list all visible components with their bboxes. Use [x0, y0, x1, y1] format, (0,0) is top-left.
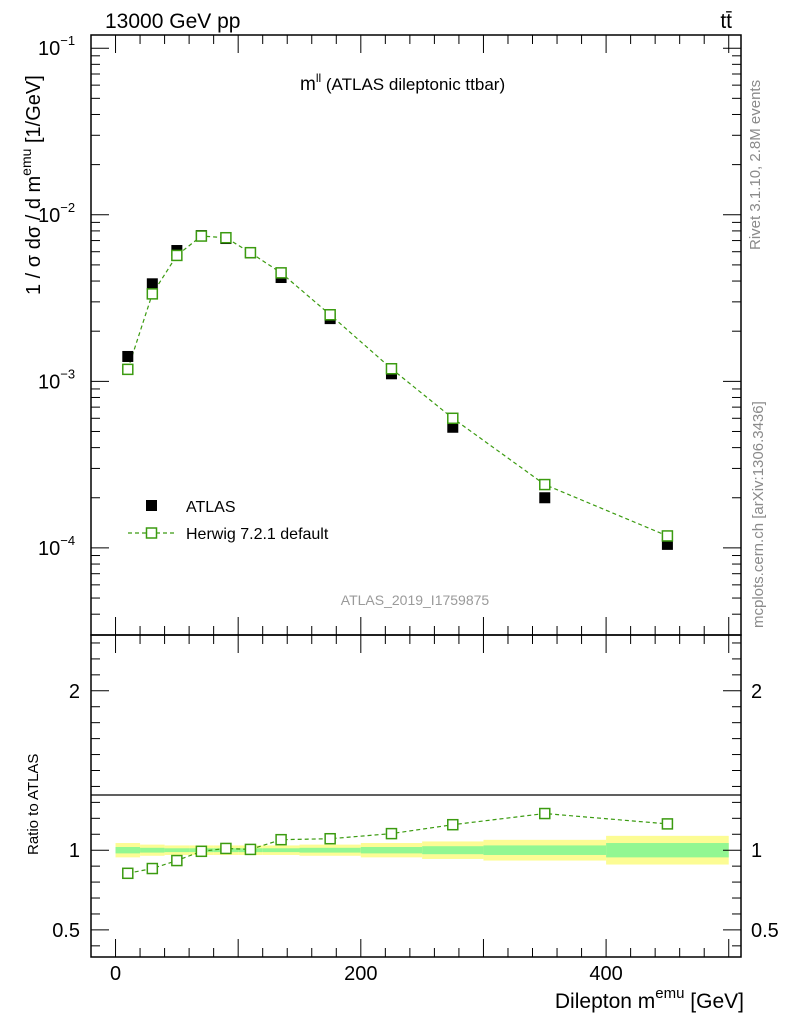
- stat-uncertainty-band: [115, 847, 141, 854]
- main-data: [122, 230, 674, 550]
- stat-uncertainty-band: [483, 845, 607, 855]
- energy-label: 13000 GeV pp: [105, 10, 240, 33]
- ratio-y-tick-label-right: 0.5: [751, 920, 779, 942]
- stat-uncertainty-band: [262, 848, 300, 853]
- main-ticks: 10−1 10−2 10−3 10−4: [38, 33, 741, 636]
- herwig-point: [447, 412, 459, 425]
- stat-uncertainty-band: [360, 847, 423, 854]
- ratio-y-tick-label-right: 1: [751, 840, 762, 862]
- ratio-point: [122, 867, 134, 880]
- atlas-point: [539, 492, 551, 504]
- ratio-y-axis-label: Ratio to ATLAS: [25, 754, 42, 855]
- ratio-frame: [90, 634, 742, 958]
- ratio-ticks: 2 2 1 1 0.5 0.5 0 200 400: [52, 635, 779, 985]
- main-title: mll (ATLAS dileptonic ttbar): [300, 71, 505, 95]
- x-axis-label-pre: Dilepton m: [555, 990, 655, 1013]
- ratio-point: [385, 827, 398, 840]
- x-axis-label-sup: emu: [655, 985, 684, 1002]
- ratio-y-tick-label: 1: [69, 840, 80, 862]
- herwig-point: [275, 267, 287, 279]
- main-panel: 10−1 10−2 10−3 10−4 mll (ATLAS dileptonic t…: [18, 33, 742, 636]
- herwig-point: [171, 249, 183, 262]
- herwig-point: [244, 246, 257, 259]
- legend: ATLAS Herwig 7.2.1 default: [128, 499, 329, 543]
- process-label: tt̄: [720, 10, 732, 33]
- main-title-m: m: [300, 74, 316, 95]
- ratio-point: [447, 818, 459, 831]
- ratio-point: [539, 807, 551, 820]
- main-title-sup: ll: [316, 71, 321, 85]
- source-label: mcplots.cern.ch [arXiv:1306.3436]: [750, 401, 767, 628]
- main-y-tick-label: 10−2: [38, 200, 75, 227]
- herwig-point: [122, 363, 134, 376]
- herwig-point: [220, 231, 232, 244]
- stat-uncertainty-band: [164, 848, 190, 853]
- ratio-point: [146, 862, 159, 875]
- main-y-axis-label: 1 / σ dσ / d memu [1/GeV]: [18, 75, 45, 295]
- atlas-point: [661, 538, 673, 550]
- legend-atlas-label: ATLAS: [186, 499, 236, 516]
- ratio-point: [661, 818, 674, 830]
- herwig-point: [539, 478, 551, 491]
- x-tick-label: 0: [110, 963, 121, 985]
- herwig-point: [324, 309, 336, 321]
- main-y-tick-label: 10−4: [38, 533, 75, 560]
- herwig-point: [661, 530, 674, 542]
- ratio-point: [244, 843, 257, 856]
- herwig-point: [385, 362, 398, 375]
- ratio-y-tick-label-right: 2: [751, 681, 762, 703]
- main-y-axis-label-post: [1/GeV]: [23, 75, 45, 148]
- atlas-point: [122, 350, 134, 362]
- main-title-rest: (ATLAS dileptonic ttbar): [321, 75, 505, 94]
- ratio-point: [195, 845, 208, 858]
- main-y-tick-label: 10−1: [38, 33, 75, 60]
- atlas-point: [447, 421, 459, 433]
- ratio-y-tick-label: 0.5: [52, 920, 80, 942]
- stat-uncertainty-band: [299, 847, 361, 853]
- main-frame: [90, 34, 742, 636]
- x-axis-label-post: [GeV]: [684, 990, 744, 1013]
- legend-herwig-marker: [145, 527, 158, 539]
- x-tick-label: 400: [589, 963, 622, 985]
- main-y-tick-label: 10−3: [38, 366, 75, 393]
- legend-atlas-marker: [146, 500, 157, 511]
- main-y-axis-label-sup: emu: [18, 149, 34, 176]
- legend-herwig-label: Herwig 7.2.1 default: [186, 526, 329, 543]
- stat-uncertainty-band: [606, 843, 729, 858]
- ratio-y-tick-label: 2: [69, 681, 80, 703]
- analysis-watermark: ATLAS_2019_I1759875: [341, 592, 490, 608]
- ratio-data: [122, 807, 674, 880]
- ratio-point: [220, 842, 232, 855]
- ratio-panel: 2 2 1 1 0.5 0.5 0 200 400 Ratio to ATLAS Dilepto…: [25, 634, 779, 1013]
- x-tick-label: 200: [344, 963, 377, 985]
- herwig-curve: [127, 235, 668, 537]
- ratio-point: [324, 832, 336, 845]
- x-axis-label: Dilepton memu [GeV]: [555, 985, 744, 1013]
- herwig-point: [195, 230, 208, 242]
- stat-uncertainty-band: [422, 846, 484, 855]
- rivet-version-label: Rivet 3.1.10, 2.8M events: [747, 80, 764, 250]
- atlas-point: [146, 278, 158, 290]
- ratio-bands: [115, 835, 729, 865]
- herwig-point: [146, 288, 159, 300]
- ratio-curve: [127, 812, 668, 874]
- main-y-axis-label-pre: 1 / σ dσ / d m: [23, 176, 45, 295]
- ratio-point: [275, 833, 287, 846]
- ratio-point: [171, 854, 183, 867]
- stat-uncertainty-band: [140, 847, 165, 853]
